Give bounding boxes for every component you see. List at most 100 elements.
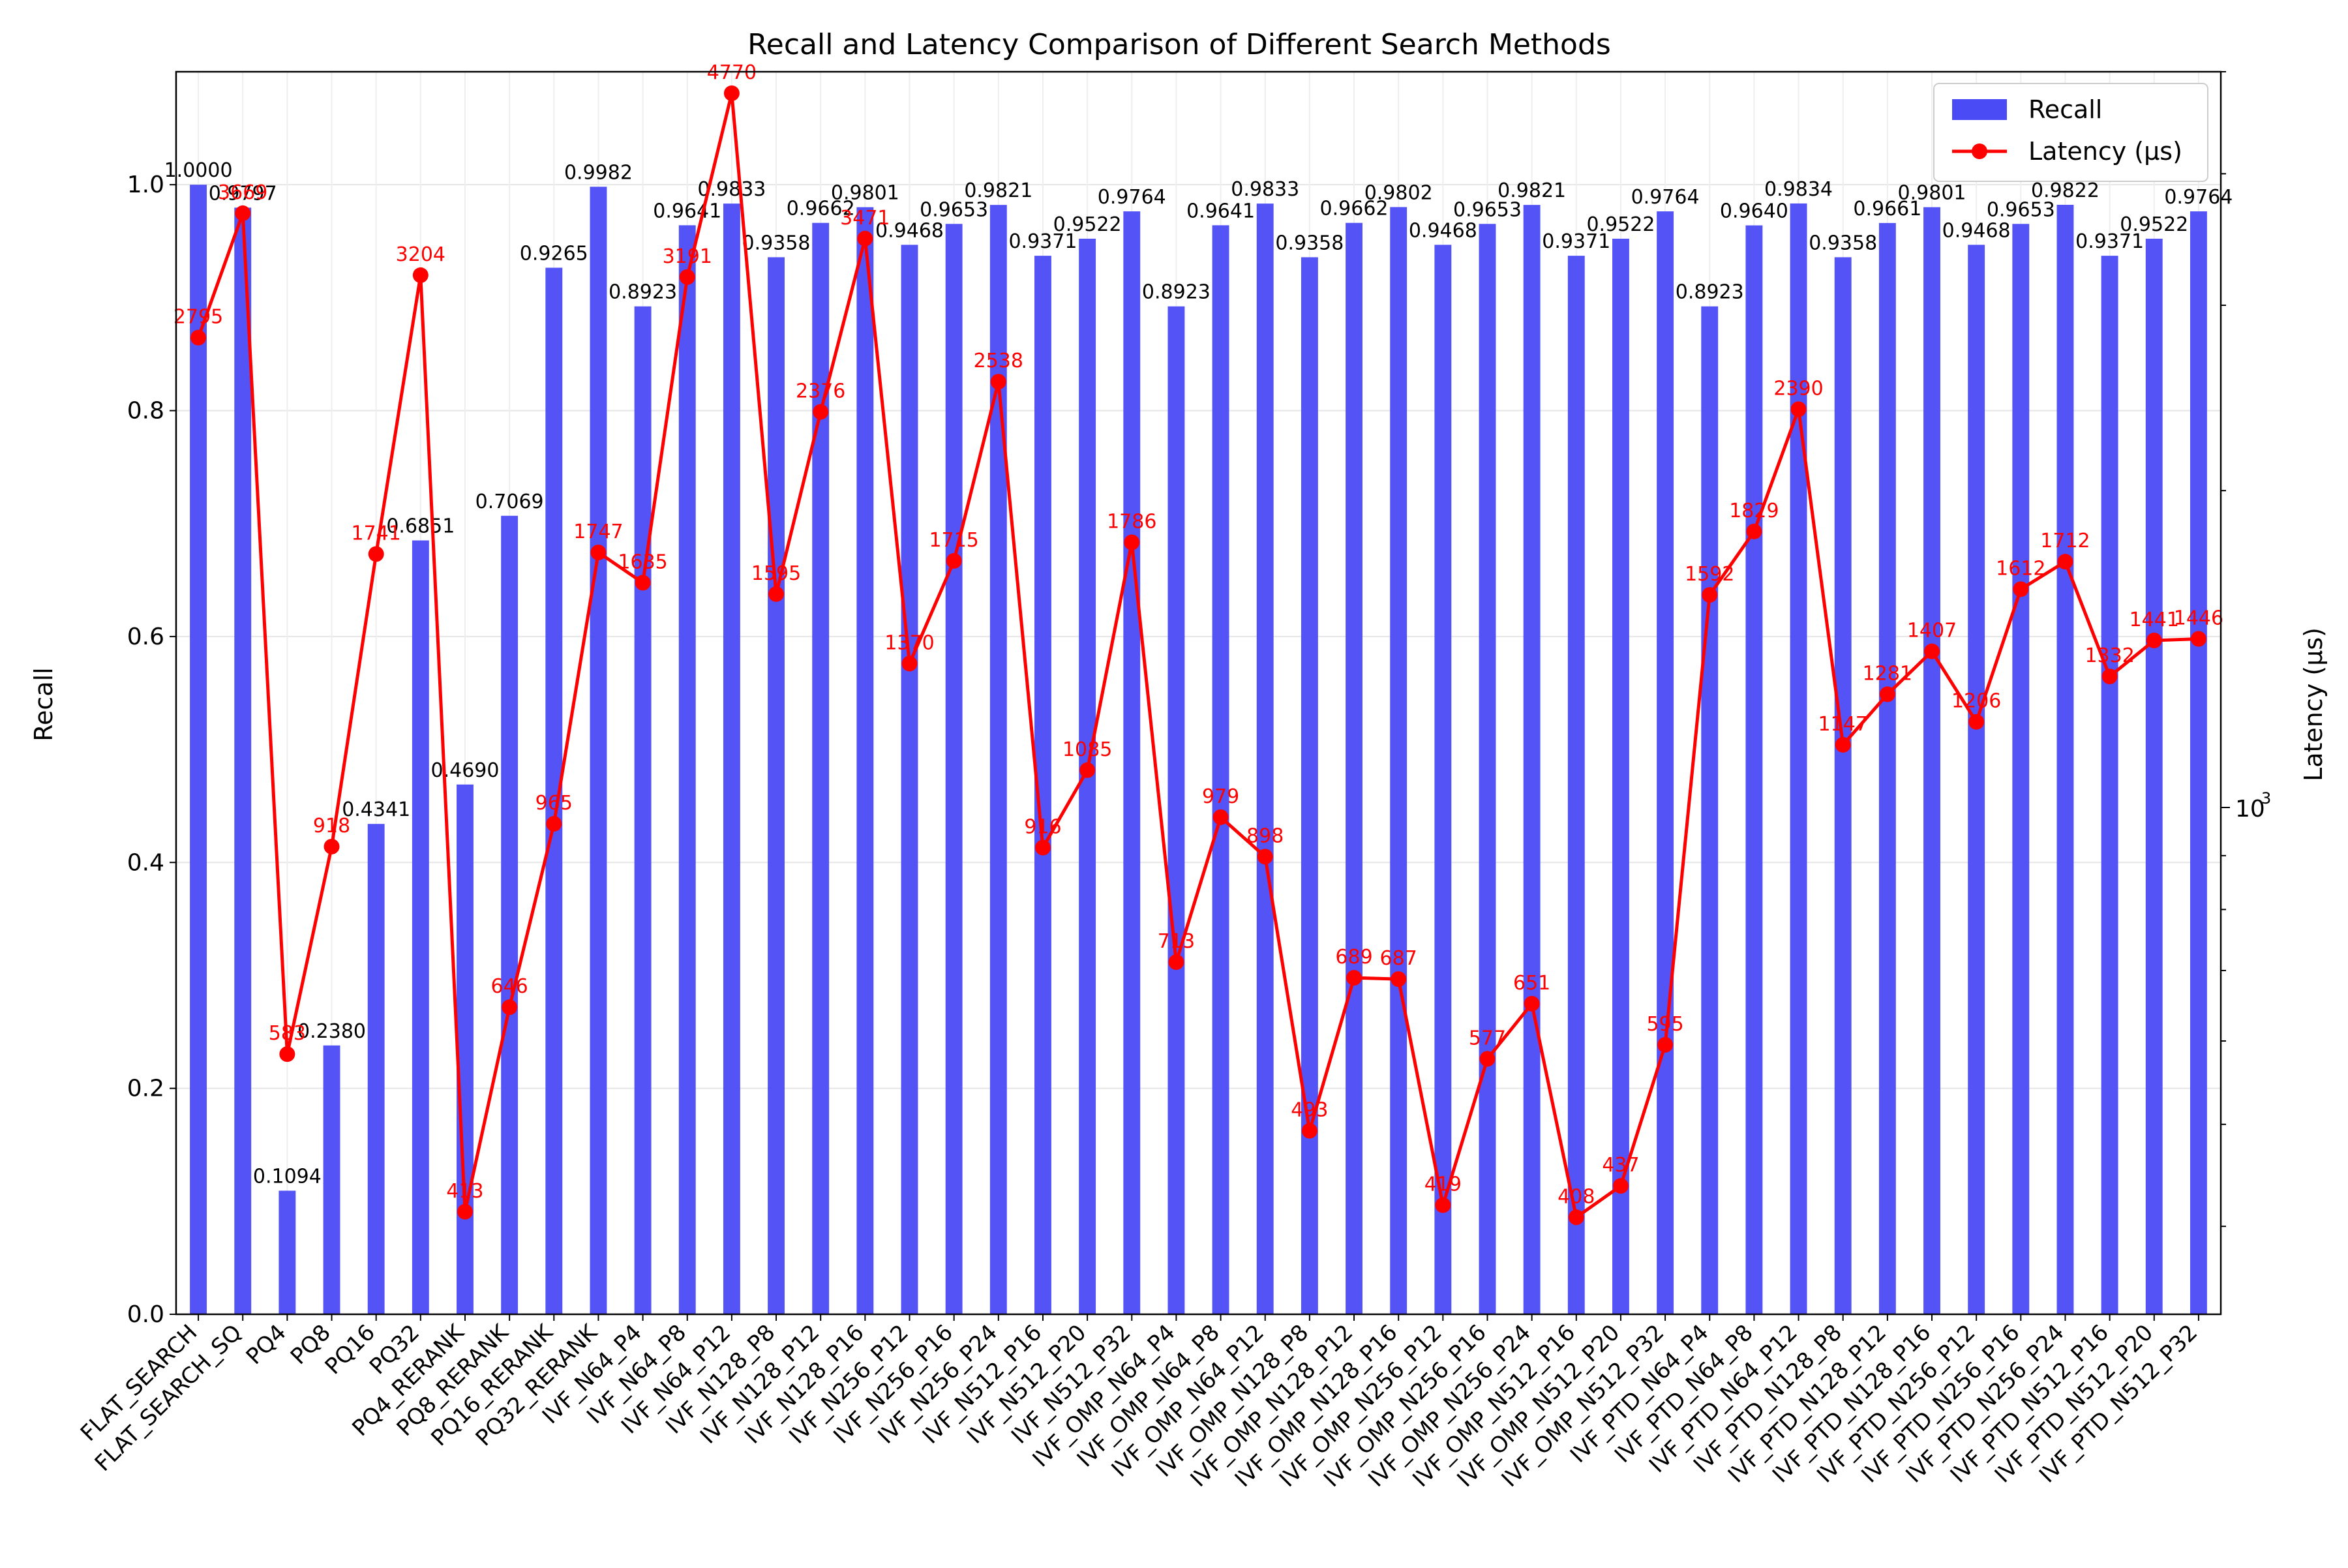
recall-bar [2056, 205, 2074, 1314]
latency-point [546, 815, 562, 832]
legend: Recall Latency (μs) [1933, 83, 2208, 182]
latency-point [1391, 971, 1407, 988]
latency-point [2013, 581, 2029, 597]
recall-bar [723, 204, 740, 1315]
recall-value-label: 0.9834 [1764, 178, 1833, 201]
legend-latency-marker [1972, 143, 1987, 159]
recall-value-label: 0.9653 [1453, 198, 1522, 221]
plot-frame [175, 70, 2222, 1316]
recall-value-label: 0.7069 [475, 490, 544, 513]
latency-point [279, 1046, 295, 1063]
recall-bar [1123, 211, 1141, 1314]
latency-value-label: 1085 [1062, 738, 1112, 761]
recall-value-label: 0.9653 [920, 198, 988, 221]
latency-point [1168, 954, 1184, 971]
latency-point [1702, 587, 1718, 603]
recall-value-label: 0.2380 [297, 1020, 366, 1043]
latency-value-label: 916 [1024, 815, 1061, 838]
latency-point [1212, 809, 1229, 825]
latency-line-layer [190, 85, 2206, 1226]
latency-value-label: 1635 [618, 550, 667, 573]
recall-value-label: 0.8923 [609, 281, 677, 304]
latency-point [590, 544, 607, 560]
y2-tick-label-exponent: 3 [2261, 789, 2271, 807]
recall-bar [1301, 257, 1318, 1315]
latency-point [635, 575, 651, 591]
recall-value-label: 0.9764 [1098, 186, 1166, 209]
recall-value-label: 0.8923 [1676, 281, 1744, 304]
latency-point [1124, 534, 1140, 550]
latency-value-label: 4770 [707, 61, 757, 84]
recall-bar [1657, 211, 1674, 1314]
recall-value-label: 0.9522 [2120, 213, 2188, 236]
recall-value-label: 0.9764 [1631, 186, 1700, 209]
latency-value-label: 1612 [1996, 557, 2045, 580]
latency-point [2057, 554, 2073, 570]
recall-value-label: 0.9653 [1987, 198, 2055, 221]
latency-point [1924, 643, 1940, 659]
recall-value-label: 0.4690 [430, 759, 499, 782]
latency-value-label: 2376 [796, 380, 845, 402]
recall-value-label: 0.9371 [1542, 230, 1610, 253]
latency-point [1034, 839, 1051, 856]
y2-axis-title: Latency (μs) [2299, 627, 2328, 781]
recall-value-label: 0.9371 [2075, 230, 2144, 253]
latency-value-label: 3471 [840, 207, 890, 230]
recall-bar [1434, 245, 1452, 1314]
latency-value-label: 1741 [352, 522, 401, 545]
latency-point [1435, 1197, 1451, 1213]
latency-point [857, 230, 873, 247]
recall-bar [856, 207, 874, 1314]
axes-layer: 0.0 0.2 0.4 0.6 0.8 1.0 103 [127, 70, 2271, 1328]
recall-value-label: 0.9801 [1898, 182, 1966, 205]
recall-value-label: 0.9358 [742, 232, 811, 254]
latency-point [813, 404, 829, 420]
recall-bar [1968, 245, 1985, 1314]
recall-bar [1523, 205, 1541, 1314]
recall-bar [2145, 238, 2163, 1314]
recall-bar [190, 185, 207, 1314]
latency-point [768, 586, 785, 602]
latency-value-label: 1332 [2085, 644, 2134, 667]
latency-point [324, 838, 340, 854]
latency-value-label: 437 [1602, 1154, 1639, 1177]
latency-point [1301, 1123, 1317, 1139]
recall-value-label: 0.9468 [875, 219, 944, 242]
recall-value-label: 0.9662 [787, 198, 855, 220]
recall-value-label: 0.9358 [1809, 232, 1877, 254]
latency-point [1968, 714, 1985, 730]
latency-value-label: 1206 [1951, 690, 2001, 713]
latency-value-label: 1715 [929, 529, 978, 552]
latency-value-label: 577 [1469, 1027, 1506, 1049]
latency-value-label: 918 [313, 815, 350, 837]
latency-point [990, 374, 1006, 390]
latency-point [1835, 736, 1851, 753]
latency-point [901, 656, 918, 672]
latency-value-label: 1747 [573, 520, 623, 543]
y-tick-label: 0.8 [127, 398, 164, 425]
latency-point [235, 205, 251, 221]
latency-value-label: 965 [535, 792, 573, 815]
recall-bar [501, 515, 519, 1314]
recall-bar [634, 306, 652, 1315]
latency-point [946, 552, 962, 569]
latency-point [1879, 686, 1895, 702]
latency-value-label: 713 [1158, 930, 1195, 953]
latency-value-label: 1592 [1685, 563, 1734, 586]
recall-value-label: 0.9468 [1409, 219, 1477, 242]
recall-bar [1256, 204, 1274, 1315]
recall-value-label: 0.9522 [1586, 213, 1655, 236]
legend-recall-swatch [1952, 99, 2007, 120]
recall-value-label: 0.4341 [342, 798, 410, 821]
latency-value-label: 595 [1646, 1013, 1683, 1036]
recall-value-label: 0.9468 [1942, 219, 2011, 242]
chart-title: Recall and Latency Comparison of Differe… [747, 28, 1611, 61]
latency-point [457, 1203, 473, 1220]
recall-bar [412, 540, 429, 1314]
recall-value-label: 0.9822 [2031, 179, 2100, 202]
recall-value-label: 0.9641 [1186, 200, 1255, 222]
recall-value-label: 0.9801 [831, 182, 899, 205]
recall-value-label: 0.9764 [2164, 186, 2233, 209]
